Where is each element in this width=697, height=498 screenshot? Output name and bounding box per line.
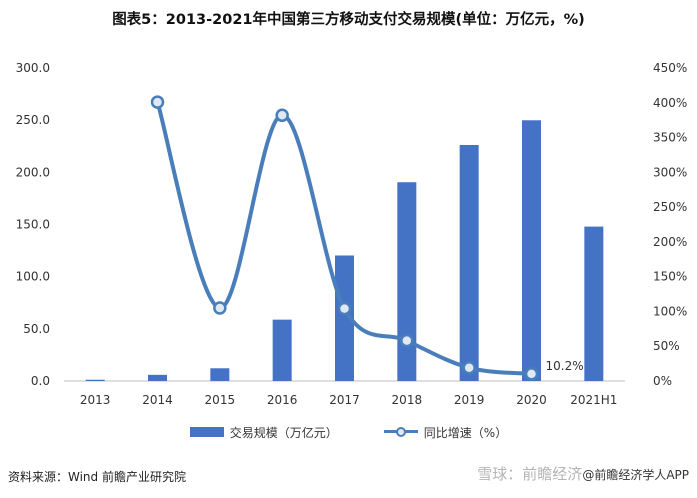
x-tick-label: 2020 xyxy=(516,393,547,407)
bar xyxy=(584,226,604,381)
growth-point xyxy=(400,333,414,348)
legend-line-label: 同比增速（%） xyxy=(423,425,508,440)
y-left-tick-label: 300.0 xyxy=(16,61,50,75)
bar xyxy=(210,368,230,381)
y-right-tick-label: 300% xyxy=(653,165,687,179)
x-tick-label: 2014 xyxy=(142,393,173,407)
y-right-tick-label: 400% xyxy=(653,96,687,110)
growth-point xyxy=(275,108,289,123)
y-right-tick-label: 350% xyxy=(653,131,687,145)
bar xyxy=(148,374,167,381)
x-tick-label: 2019 xyxy=(454,393,485,407)
chart-legend: 交易规模（万亿元） 同比增速（%） xyxy=(0,422,697,442)
legend-bar-label: 交易规模（万亿元） xyxy=(229,425,338,440)
x-tick-label: 2017 xyxy=(329,393,360,407)
y-left-tick-label: 50.0 xyxy=(23,322,50,336)
x-tick-label: 2015 xyxy=(205,393,236,407)
growth-point xyxy=(150,95,165,109)
bar xyxy=(335,255,354,381)
x-tick-label: 2018 xyxy=(392,393,423,407)
chart-title: 图表5：2013-2021年中国第三方移动支付交易规模(单位：万亿元，%) xyxy=(112,12,585,28)
legend-bar-swatch xyxy=(189,427,224,437)
growth-point xyxy=(337,301,352,316)
growth-line xyxy=(155,100,534,376)
y-left-tick-label: 200.0 xyxy=(16,165,50,179)
data-label: 10.2% xyxy=(546,359,584,373)
y-right-tick-label: 250% xyxy=(653,200,687,214)
bar xyxy=(85,379,105,381)
y-left-tick-label: 250.0 xyxy=(16,113,50,127)
watermark-app: @前瞻经济学人APP xyxy=(582,468,689,482)
bars-layer xyxy=(85,120,604,381)
source-note: 资料来源：Wind 前瞻产业研究院 xyxy=(8,470,186,484)
y-left-tick-label: 150.0 xyxy=(16,218,50,232)
y-right-tick-label: 50% xyxy=(653,339,680,353)
bar xyxy=(272,319,292,381)
labels-layer: 0.0 50.0 100.0 150.0 200.0 250.0 300.0 0% 50% 100… xyxy=(16,61,688,407)
bar xyxy=(522,120,541,381)
x-tick-label: 2016 xyxy=(267,393,298,407)
x-tick-label: 2013 xyxy=(80,393,111,407)
legend-item-line: 同比增速（%） xyxy=(383,424,508,441)
bar xyxy=(459,144,479,381)
growth-point xyxy=(213,301,227,315)
y-right-tick-label: 450% xyxy=(653,61,687,75)
y-left-tick-label: 0.0 xyxy=(31,374,50,388)
y-right-tick-label: 200% xyxy=(653,235,687,249)
legend-item-bar: 交易规模（万亿元） xyxy=(189,424,338,441)
bar xyxy=(397,182,417,381)
x-tick-label: 2021H1 xyxy=(570,393,617,407)
growth-point xyxy=(524,367,539,381)
legend-line-swatch xyxy=(383,427,418,437)
y-left-tick-label: 100.0 xyxy=(16,270,50,284)
watermark: 雪球：前瞻经济@前瞻经济学人APP xyxy=(477,463,689,484)
line-layer xyxy=(150,95,539,381)
y-right-tick-label: 150% xyxy=(653,270,687,284)
watermark-text: 雪球：前瞻经济 xyxy=(477,465,583,483)
growth-point xyxy=(462,361,476,375)
y-right-tick-label: 100% xyxy=(653,304,687,318)
y-right-tick-label: 0% xyxy=(653,374,672,388)
